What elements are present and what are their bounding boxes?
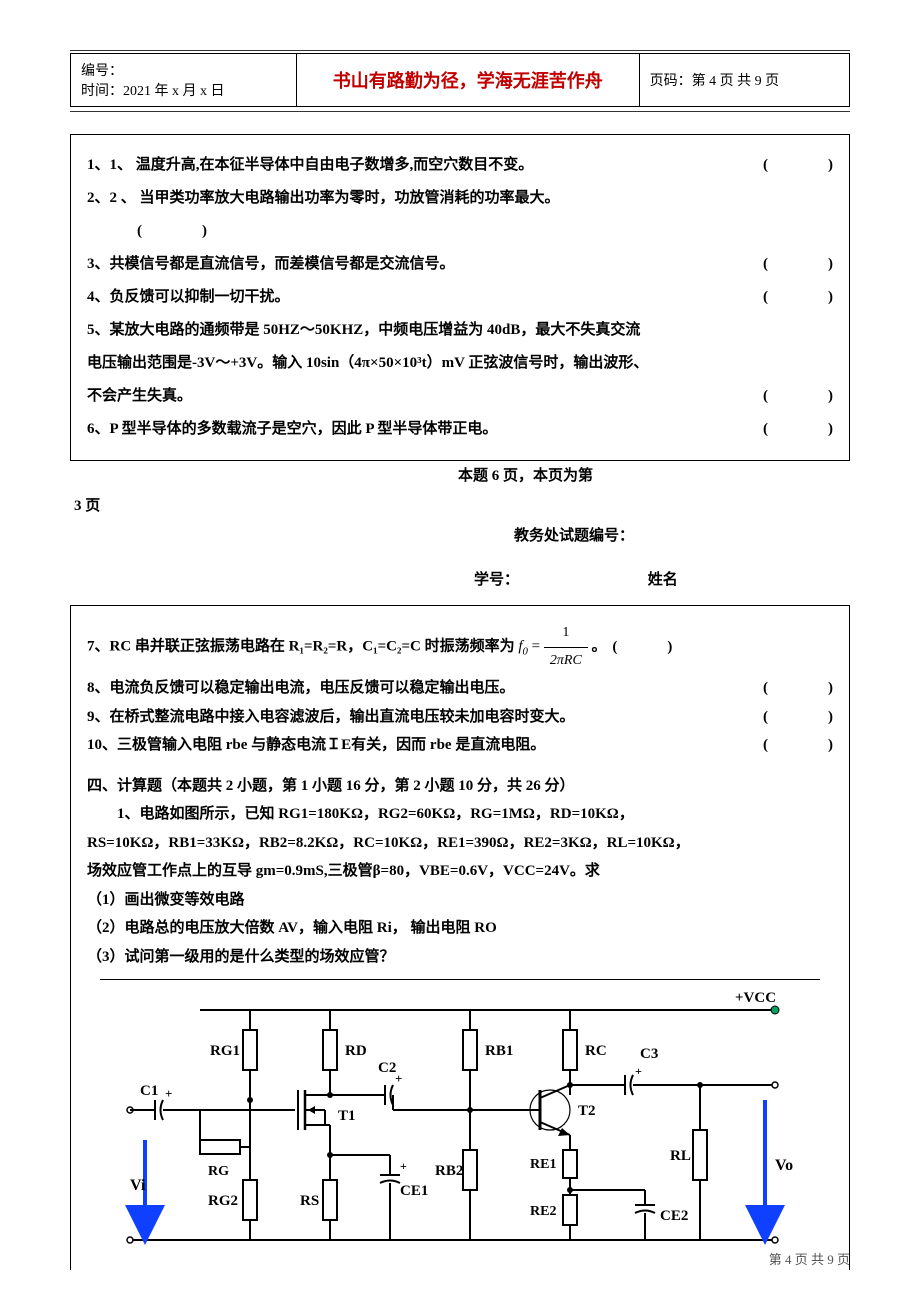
sec4-line1: 1、电路如图所示，已知 RG1=180KΩ，RG2=60KΩ，RG=1MΩ，RD… (87, 800, 833, 829)
label-t2: T2 (578, 1103, 596, 1119)
name-line: 学号： 姓名 (74, 565, 846, 595)
label-vcc: +VCC (735, 990, 776, 1006)
sec4-p3: （3）试问第一级用的是什么类型的场效应管？ (87, 943, 833, 972)
label-re1: RE1 (530, 1157, 556, 1172)
page-info-b: 3 页 (74, 491, 846, 521)
label-rb2: RB2 (435, 1163, 463, 1179)
q2: 2、2 、 当甲类功率放大电路输出功率为零时，功放管消耗的功率最大。 (87, 182, 833, 215)
sec4-title: 四、计算题（本题共 2 小题，第 1 小题 16 分，第 2 小题 10 分，共… (87, 772, 833, 801)
label-ce2: CE2 (660, 1208, 688, 1224)
exam-office: 教务处试题编号： (74, 521, 846, 551)
sec4-line2: RS=10KΩ，RB1=33KΩ，RB2=8.2KΩ，RC=10KΩ，RE1=3… (87, 829, 833, 858)
q3-text: 3、共模信号都是直流信号，而差模信号都是交流信号。 (87, 256, 455, 272)
formula-eq: = (528, 639, 544, 655)
student-id-label: 学号： (474, 565, 644, 595)
question-box-1: 1、1、 温度升高,在本征半导体中自由电子数增多,而空穴数目不变。 () 2、2… (70, 134, 850, 461)
q7: 7、RC 串并联正弦振荡电路在 R₁=R₂=R，C₁=C₂=C 时振荡频率为 f… (87, 620, 833, 674)
mid-info: 本题 6 页，本页为第 3 页 教务处试题编号： 学号： 姓名 (70, 461, 850, 595)
label-rb1: RB1 (485, 1043, 513, 1059)
label-t1: T1 (338, 1108, 356, 1124)
circuit-diagram: +VCC RG1 RD RB1 (100, 979, 820, 1270)
q4-text: 4、负反馈可以抑制一切干扰。 (87, 289, 290, 305)
label-rd: RD (345, 1043, 367, 1059)
q7-formula: f0 = 12πRC (518, 620, 587, 674)
formula-num: 1 (544, 620, 588, 648)
q4: 4、负反馈可以抑制一切干扰。 () (87, 281, 833, 314)
label-rc: RC (585, 1043, 607, 1059)
time-label: 时间：2021 年 x 月 x 日 (81, 80, 286, 100)
q2-text: 2、2 、 当甲类功率放大电路输出功率为零时，功放管消耗的功率最大。 (87, 190, 560, 206)
header-page: 页码：第 4 页 共 9 页 (639, 54, 849, 107)
question-box-2: 7、RC 串并联正弦振荡电路在 R₁=R₂=R，C₁=C₂=C 时振荡频率为 f… (70, 605, 850, 1270)
svg-text:+: + (400, 1159, 407, 1173)
label-rg: RG (208, 1164, 229, 1179)
sec4-p2: （2）电路总的电压放大倍数 AV，输入电阻 Ri， 输出电阻 RO (87, 914, 833, 943)
header-motto: 书山有路勤为径，学海无涯苦作舟 (296, 54, 639, 107)
q5c-text: 不会产生失真。 (87, 388, 192, 404)
svg-text:+: + (165, 1086, 172, 1101)
label-c1: C1 (140, 1083, 158, 1099)
q1-text: 1、1、 温度升高,在本征半导体中自由电子数增多,而空穴数目不变。 (87, 157, 533, 173)
q8-text: 8、电流负反馈可以稳定输出电流，电压反馈可以稳定输出电压。 (87, 680, 515, 696)
circuit-svg: +VCC RG1 RD RB1 (100, 980, 820, 1270)
header-left-cell: 编号： 时间：2021 年 x 月 x 日 (71, 54, 297, 107)
sec4-line3: 场效应管工作点上的互导 gm=0.9mS,三极管β=80，VBE=0.6V，VC… (87, 857, 833, 886)
q9-text: 9、在桥式整流电路中接入电容滤波后，输出直流电压较未加电容时变大。 (87, 709, 575, 725)
serial-label: 编号： (81, 60, 286, 80)
q1: 1、1、 温度升高,在本征半导体中自由电子数增多,而空穴数目不变。 () (87, 149, 833, 182)
label-re2: RE2 (530, 1204, 556, 1219)
label-rg1: RG1 (210, 1043, 240, 1059)
formula-den: 2πRC (544, 648, 588, 675)
q9: 9、在桥式整流电路中接入电容滤波后，输出直流电压较未加电容时变大。 () (87, 703, 833, 732)
q7-text-b: 。 (592, 639, 607, 655)
label-rl: RL (670, 1148, 691, 1164)
q7-text-a: 7、RC 串并联正弦振荡电路在 R₁=R₂=R，C₁=C₂=C 时振荡频率为 (87, 639, 515, 655)
q10: 10、三极管输入电阻 rbe 与静态电流ＩE有关，因而 rbe 是直流电阻。 (… (87, 731, 833, 760)
page-info-a: 本题 6 页，本页为第 (74, 461, 846, 491)
label-c3: C3 (640, 1046, 658, 1062)
q8: 8、电流负反馈可以稳定输出电流，电压反馈可以稳定输出电压。 () (87, 674, 833, 703)
label-ce1: CE1 (400, 1183, 428, 1199)
page: 编号： 时间：2021 年 x 月 x 日 书山有路勤为径，学海无涯苦作舟 页码… (0, 0, 920, 1302)
q5b: 电压输出范围是-3V～+3V。输入 10sin（4π×50×10³t）mV 正弦… (87, 347, 833, 380)
name-label: 姓名 (648, 572, 678, 588)
label-rg2: RG2 (208, 1193, 238, 1209)
label-c2: C2 (378, 1060, 396, 1076)
footer: 第 4 页 共 9 页 (70, 1249, 850, 1268)
q5a: 5、某放大电路的通频带是 50HZ～50KHZ，中频电压增益为 40dB，最大不… (87, 314, 833, 347)
header-table: 编号： 时间：2021 年 x 月 x 日 书山有路勤为径，学海无涯苦作舟 页码… (70, 53, 850, 107)
label-rs: RS (300, 1193, 319, 1209)
label-vo: Vo (775, 1157, 793, 1174)
q2-paren: () (87, 215, 833, 248)
q6-text: 6、P 型半导体的多数载流子是空穴，因此 P 型半导体带正电。 (87, 421, 497, 437)
q6: 6、P 型半导体的多数载流子是空穴，因此 P 型半导体带正电。 () (87, 413, 833, 446)
label-vi: Vi (130, 1177, 146, 1194)
mid-rule (70, 111, 850, 112)
top-rule (70, 50, 850, 51)
q5c: 不会产生失真。 () (87, 380, 833, 413)
svg-text:+: + (635, 1064, 642, 1078)
q10-text: 10、三极管输入电阻 rbe 与静态电流ＩE有关，因而 rbe 是直流电阻。 (87, 737, 545, 753)
q3: 3、共模信号都是直流信号，而差模信号都是交流信号。 () (87, 248, 833, 281)
sec4-p1: （1）画出微变等效电路 (87, 886, 833, 915)
